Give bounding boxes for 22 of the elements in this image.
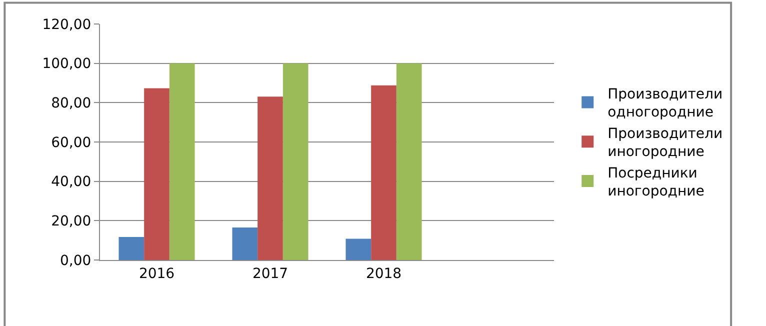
bar: [258, 96, 283, 260]
legend-label: Производители иногородние: [608, 126, 723, 160]
y-tick-label: 80,00: [51, 96, 92, 112]
bar: [371, 85, 396, 260]
y-tick-label: 100,00: [42, 56, 92, 72]
x-tick-label: 2016: [138, 266, 175, 282]
legend-label: Производители одногородние: [608, 86, 723, 121]
bar: [118, 236, 144, 260]
legend-label: Посредники иногородние: [608, 165, 704, 200]
y-tick-label: 60,00: [51, 134, 92, 151]
bar: [232, 228, 258, 260]
bar: [396, 63, 422, 260]
y-tick-label: 120,00: [42, 16, 92, 33]
x-tick-label: 2018: [366, 266, 402, 282]
y-tick-label: 20,00: [51, 214, 92, 230]
bar: [144, 88, 170, 260]
y-tick-label: 40,00: [51, 174, 92, 190]
bar: [282, 63, 308, 260]
y-tick-label: 0,00: [60, 252, 92, 269]
x-tick-label: 2017: [252, 266, 288, 282]
bar: [169, 63, 195, 260]
bar: [346, 238, 372, 260]
